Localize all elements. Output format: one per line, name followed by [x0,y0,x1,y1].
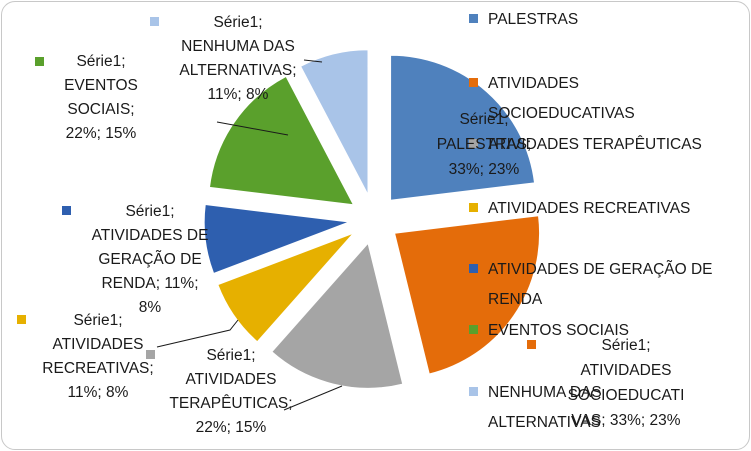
legend-swatch-6 [469,325,478,334]
pie-slice-7 [299,49,369,195]
data-label-marker-7 [150,17,159,26]
legend-label-5: ATIVIDADES DE GERAÇÃO DE RENDA [488,261,713,308]
legend-swatch-3 [469,139,478,148]
data-label-3: Série1; ATIVIDADES TERAPÊUTICAS; 22%; 15% [169,347,292,436]
data-label-marker-5 [62,206,71,215]
pie-slice-6 [208,75,355,206]
pie-slice-5 [203,203,350,275]
legend-label-2: ATIVIDADES SOCIOEDUCATIVAS [488,75,635,122]
pie-slice-1 [390,54,536,201]
data-label-6: Série1; EVENTOS SOCIAIS; 22%; 15% [64,53,138,142]
data-label-4: Série1; ATIVIDADES RECREATIVAS; 11%; 8% [42,312,153,401]
pie-slice-4 [217,232,354,343]
data-label-marker-4 [17,315,26,324]
leader-line-1 [216,121,289,136]
data-label-7: Série1; NENHUMA DAS ALTERNATIVAS; 11%; 8% [179,14,296,103]
leader-line-4 [283,385,343,411]
legend-swatch-5 [469,264,478,273]
legend-label-7: NENHUMA DAS ALTERNATIVAS [488,384,602,431]
leader-line-2 [303,59,323,63]
legend-swatch-1 [469,14,478,23]
legend-swatch-2 [469,78,478,87]
legend-label-3: ATIVIDADES TERAPÊUTICAS [488,136,702,153]
data-label-marker-3 [146,350,155,359]
data-label-5: Série1; ATIVIDADES DE GERAÇÃO DE RENDA; 11%… [92,203,209,316]
leader-line-3 [156,319,239,348]
pie-slice-3 [271,242,404,389]
pie-slice-2 [393,215,541,375]
legend-label-6: EVENTOS SOCIAIS [488,322,629,339]
data-label-2: Série1; ATIVIDADES SOCIOEDUCATI VAS; 33%; 2… [568,337,685,429]
legend-swatch-4 [469,203,478,212]
data-label-marker-6 [35,57,44,66]
legend-label-4: ATIVIDADES RECREATIVAS [488,200,690,217]
legend-label-1: PALESTRAS [488,11,578,28]
data-label-1: Série1; PALESTRAS; 33%; 23% [437,111,531,178]
legend-swatch-7 [469,387,478,396]
data-label-marker-2 [527,340,536,349]
